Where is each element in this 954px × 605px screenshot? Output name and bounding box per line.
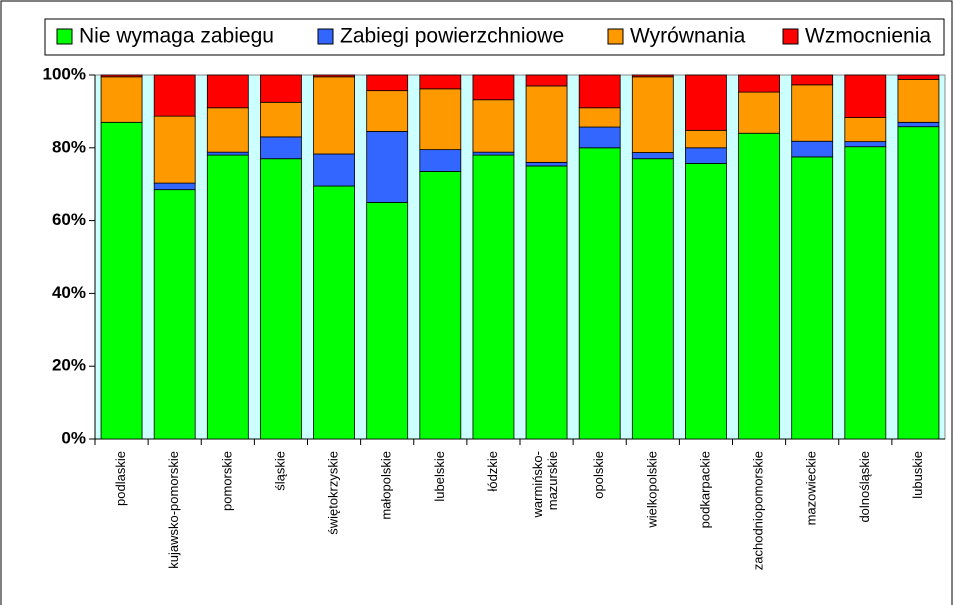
x-tick-label: lubuskie [910, 451, 925, 499]
bar-segment [419, 88, 462, 151]
x-tick-label: małopolskie [379, 451, 394, 520]
bar-segment [419, 74, 462, 90]
x-tick-label: kujawsko-pomorskie [166, 451, 181, 569]
bar-segment [260, 101, 302, 138]
bar-segment [685, 147, 727, 164]
bar-segment [206, 107, 249, 153]
bar-segment [525, 74, 568, 87]
legend-label: Wyrównania [630, 25, 746, 48]
y-tick-label: 100% [43, 64, 86, 83]
bar-segment [738, 74, 780, 93]
x-tick-label: podlaskie [113, 451, 128, 506]
bar-segment [685, 74, 727, 131]
legend-label: Zabiegi powierzchniowe [340, 25, 564, 48]
bar-segment [897, 78, 940, 123]
bar-segment [366, 74, 409, 92]
y-tick-label: 40% [52, 283, 86, 302]
bar-segment [791, 74, 834, 86]
legend-label: Nie wymaga zabiegu [79, 25, 274, 48]
bar-segment [897, 74, 940, 80]
bar-segment [631, 152, 674, 160]
x-tick-label: opolskie [591, 451, 606, 499]
bar-segment [844, 117, 887, 143]
bar-segment [366, 90, 409, 132]
bar-segment [366, 201, 409, 440]
x-tick-label: śląskie [272, 451, 287, 491]
y-tick-label: 60% [52, 210, 86, 229]
bar-segment [260, 74, 302, 103]
legend-swatch [56, 28, 73, 45]
bar-segment [313, 74, 355, 78]
bar-segment [631, 76, 674, 153]
bar-segment [153, 115, 196, 184]
x-tick-label: mazowieckie [804, 451, 819, 525]
bar-segment [897, 121, 940, 128]
bar-segment [738, 132, 780, 440]
y-tick-label: 0% [61, 428, 86, 447]
bar-segment [206, 74, 249, 109]
bar-segment [100, 74, 143, 78]
x-tick-label: wielkopolskie [644, 451, 659, 529]
bar-segment [313, 153, 355, 187]
legend-swatch [782, 28, 799, 45]
x-tick-label: łódzkie [485, 451, 500, 491]
bar-segment [260, 158, 302, 440]
x-tick-label: lubelskie [432, 451, 447, 502]
bar-segment [419, 149, 462, 172]
bar-segment [153, 74, 196, 117]
bar-segment [578, 107, 621, 128]
bar-segment [100, 76, 143, 123]
bar-segment [844, 74, 887, 118]
bar-segment [685, 163, 727, 440]
x-tick-label: zachodniopomorskie [751, 451, 766, 570]
bar-segment [419, 171, 462, 440]
bar-segment [844, 146, 887, 440]
bar-segment [472, 74, 515, 101]
bar-segment [206, 154, 249, 440]
bar-segment [631, 158, 674, 440]
legend-swatch [317, 28, 334, 45]
bar-segment [578, 74, 621, 109]
bar-segment [366, 131, 409, 203]
bar-segment [791, 84, 834, 142]
bar-segment [525, 165, 568, 440]
legend-label: Wzmocnienia [805, 25, 931, 48]
bar-segment [313, 76, 355, 155]
bar-segment [897, 126, 940, 440]
bar-segment [791, 140, 834, 158]
bar-segment [844, 141, 887, 148]
legend-swatch [607, 28, 624, 45]
bar-segment [631, 74, 674, 78]
bar-segment [525, 85, 568, 163]
bar-segment [525, 161, 568, 167]
bar-segment [206, 151, 249, 156]
bar-segment [472, 99, 515, 153]
bar-segment [153, 189, 196, 440]
x-tick-label: warmińsko-mazurskie [531, 451, 561, 518]
bar-segment [313, 185, 355, 440]
x-tick-label: świętokrzyskie [326, 451, 341, 535]
y-tick-label: 80% [52, 137, 86, 156]
x-tick-label: podkarpackie [697, 451, 712, 528]
bar-segment [472, 154, 515, 440]
bar-segment [738, 91, 780, 134]
bar-segment [578, 126, 621, 149]
bar-segment [260, 136, 302, 160]
bar-segment [578, 147, 621, 440]
y-tick-label: 20% [52, 356, 86, 375]
bar-segment [685, 129, 727, 149]
bar-segment [472, 151, 515, 156]
x-tick-label: dolnośląskie [857, 451, 872, 523]
x-tick-label: pomorskie [219, 451, 234, 511]
bar-segment [791, 156, 834, 440]
bar-segment [100, 121, 143, 440]
bar-segment [153, 182, 196, 191]
